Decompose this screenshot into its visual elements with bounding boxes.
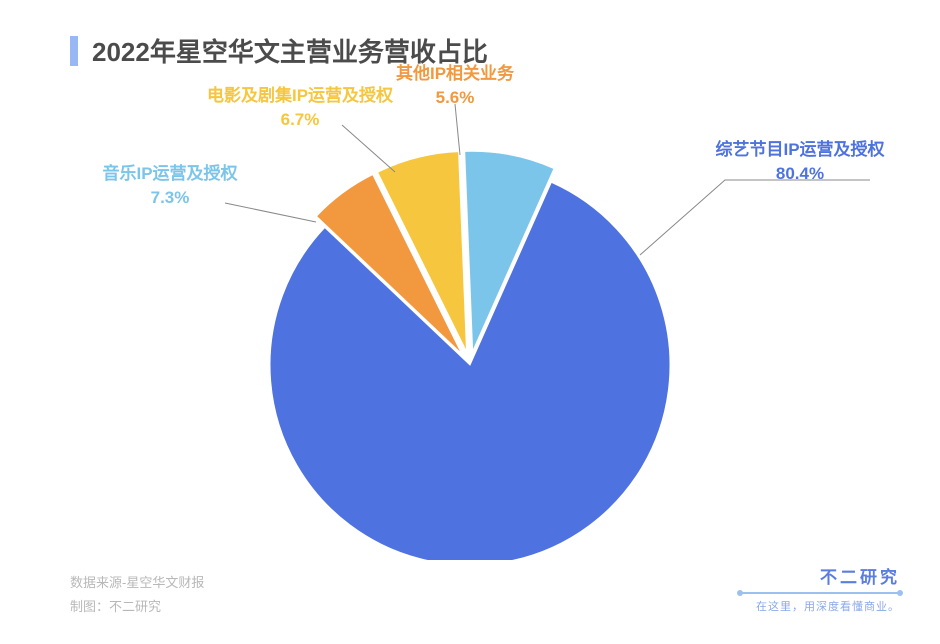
title-accent-bar xyxy=(70,36,78,66)
slice-label-2: 电影及剧集IP运营及授权6.7% xyxy=(207,84,393,132)
slice-label-pct: 80.4% xyxy=(715,162,884,186)
slice-label-0: 综艺节目IP运营及授权80.4% xyxy=(715,138,884,186)
chart-footer: 数据来源-星空华文财报 制图：不二研究 xyxy=(70,571,204,620)
leader-line-2 xyxy=(342,125,395,172)
leader-line-0 xyxy=(640,180,870,255)
slice-label-name: 音乐IP运营及授权 xyxy=(102,162,237,186)
slice-label-name: 电影及剧集IP运营及授权 xyxy=(207,84,393,108)
pie-chart: 综艺节目IP运营及授权80.4%其他IP相关业务5.6%电影及剧集IP运营及授权… xyxy=(0,80,940,560)
brand-divider xyxy=(740,592,900,594)
data-source: 数据来源-星空华文财报 xyxy=(70,571,204,596)
slice-label-pct: 7.3% xyxy=(102,186,237,210)
brand-tagline: 在这里，用深度看懂商业。 xyxy=(740,598,900,614)
slice-label-pct: 5.6% xyxy=(396,86,514,110)
brand-block: 不二研究 在这里，用深度看懂商业。 xyxy=(740,563,900,614)
leader-line-3 xyxy=(225,203,316,222)
slice-label-1: 其他IP相关业务5.6% xyxy=(396,62,514,110)
slice-label-name: 其他IP相关业务 xyxy=(396,62,514,86)
slice-label-name: 综艺节目IP运营及授权 xyxy=(715,138,884,162)
slice-label-3: 音乐IP运营及授权7.3% xyxy=(102,162,237,210)
leader-line-1 xyxy=(455,104,460,155)
brand-name: 不二研究 xyxy=(740,563,900,588)
slice-label-pct: 6.7% xyxy=(207,108,393,132)
chart-maker: 制图：不二研究 xyxy=(70,595,204,620)
